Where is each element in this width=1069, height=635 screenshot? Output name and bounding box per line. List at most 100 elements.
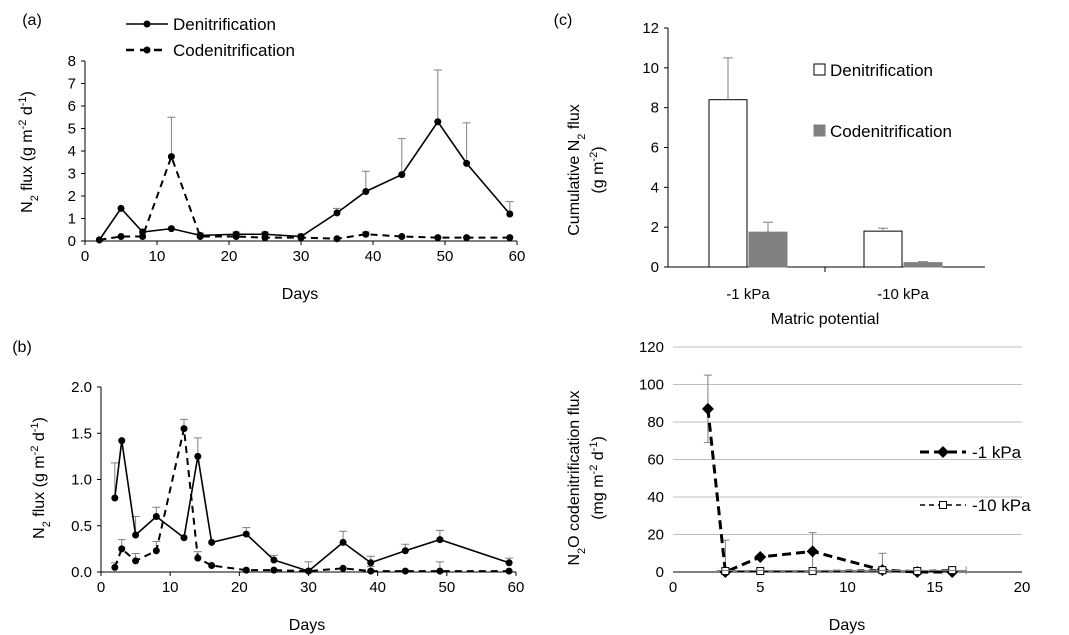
x-tick-label: 0 bbox=[81, 248, 89, 265]
panel-label-c: (c) bbox=[554, 12, 573, 29]
legend-label: Denitrification bbox=[830, 61, 933, 80]
y-tick-label: 1.5 bbox=[71, 425, 92, 442]
legend-marker bbox=[143, 46, 151, 54]
y-tick-label: 1.0 bbox=[71, 472, 92, 489]
y-axis-title-d: N2O codenitrification flux bbox=[566, 390, 588, 565]
y-tick-label: 12 bbox=[642, 20, 659, 37]
y-tick-label: 5 bbox=[68, 121, 76, 138]
x-tick-label: 20 bbox=[1014, 579, 1031, 596]
y-tick-label: 60 bbox=[647, 452, 664, 469]
legend-label: -1 kPa bbox=[972, 443, 1022, 462]
data-point bbox=[261, 234, 269, 242]
data-point bbox=[505, 559, 513, 567]
x-tick-label: 0 bbox=[669, 579, 677, 596]
data-point bbox=[111, 494, 119, 502]
data-point bbox=[194, 554, 202, 562]
series-line-codenitrification bbox=[99, 153, 510, 241]
series-line-denitrification bbox=[114, 440, 510, 572]
data-point bbox=[506, 210, 514, 218]
data-point bbox=[297, 234, 305, 242]
series-line--1-kpa bbox=[706, 408, 953, 575]
data-point bbox=[242, 530, 250, 538]
data-point bbox=[117, 233, 125, 240]
data-point bbox=[806, 545, 819, 558]
data-point bbox=[367, 559, 375, 567]
data-point bbox=[180, 534, 188, 542]
data-point bbox=[152, 513, 160, 520]
y-tick-label: 20 bbox=[647, 527, 664, 544]
category-label: -10 kPa bbox=[877, 286, 929, 303]
data-point bbox=[808, 567, 817, 576]
y-axis-title-d2: (mg m-2 d-1) bbox=[588, 436, 607, 520]
data-point bbox=[132, 531, 140, 539]
y-axis-title-c2: (g m-2) bbox=[588, 146, 607, 193]
x-tick-label: 10 bbox=[149, 248, 166, 265]
data-point bbox=[339, 564, 347, 572]
data-point bbox=[434, 118, 442, 126]
data-point bbox=[132, 557, 140, 565]
y-tick-label: 0.0 bbox=[71, 564, 92, 581]
category-label: -1 kPa bbox=[726, 286, 770, 303]
data-point bbox=[362, 230, 370, 238]
data-point bbox=[721, 567, 730, 576]
series-line-codenitrification bbox=[113, 428, 510, 573]
x-tick-label: 10 bbox=[839, 579, 856, 596]
y-tick-label: 2 bbox=[68, 188, 76, 205]
panel-label-b: (b) bbox=[12, 339, 32, 356]
y-tick-label: 2 bbox=[651, 219, 659, 236]
data-point bbox=[232, 233, 240, 240]
x-tick-label: 60 bbox=[509, 248, 526, 265]
x-axis-title-a: Days bbox=[282, 286, 318, 303]
legend-label: Codenitrification bbox=[830, 122, 952, 141]
data-point bbox=[118, 437, 126, 445]
data-point bbox=[505, 567, 513, 575]
y-tick-label: 10 bbox=[642, 60, 659, 77]
data-point bbox=[95, 236, 103, 244]
legend-marker bbox=[143, 20, 151, 28]
data-point bbox=[208, 562, 216, 570]
data-point bbox=[401, 547, 409, 555]
x-tick-label: 15 bbox=[926, 579, 943, 596]
data-point bbox=[436, 567, 444, 575]
data-point bbox=[180, 425, 188, 433]
y-axis-title-c: Cumulative N2 flux bbox=[566, 104, 588, 236]
y-tick-label: 2.0 bbox=[71, 379, 92, 396]
legend-swatch bbox=[813, 124, 826, 137]
x-axis-title-d: Days bbox=[829, 617, 865, 634]
x-tick-label: 20 bbox=[221, 248, 238, 265]
legend-label: -10 kPa bbox=[972, 496, 1031, 515]
data-point bbox=[463, 159, 471, 167]
y-tick-label: 0 bbox=[68, 233, 76, 250]
data-point bbox=[305, 567, 312, 575]
data-point bbox=[756, 567, 765, 576]
data-point bbox=[167, 225, 175, 233]
data-point bbox=[139, 233, 147, 240]
y-tick-label: 120 bbox=[639, 339, 664, 356]
data-point bbox=[367, 567, 375, 575]
x-tick-label: 40 bbox=[365, 248, 382, 265]
x-axis-title-c: Matric potential bbox=[771, 311, 880, 328]
data-point bbox=[339, 538, 347, 546]
x-tick-label: 20 bbox=[231, 579, 248, 596]
legend-marker bbox=[939, 501, 947, 509]
data-point bbox=[333, 209, 341, 217]
y-tick-label: 80 bbox=[647, 414, 664, 431]
bar bbox=[748, 231, 788, 268]
legend-marker bbox=[937, 446, 949, 458]
data-point bbox=[196, 233, 204, 240]
data-point bbox=[913, 567, 922, 576]
data-point bbox=[754, 551, 767, 563]
data-point bbox=[270, 566, 278, 574]
x-tick-label: 10 bbox=[162, 579, 179, 596]
data-point bbox=[194, 452, 202, 460]
data-point bbox=[118, 545, 126, 553]
y-axis-title-a: N2 flux (g m-2 d-1) bbox=[17, 91, 41, 213]
data-point bbox=[436, 536, 444, 544]
data-point bbox=[506, 234, 514, 242]
bar bbox=[863, 230, 903, 268]
y-tick-label: 40 bbox=[647, 489, 664, 506]
data-point bbox=[208, 538, 216, 546]
data-point bbox=[701, 402, 714, 415]
y-tick-label: 6 bbox=[651, 140, 659, 157]
